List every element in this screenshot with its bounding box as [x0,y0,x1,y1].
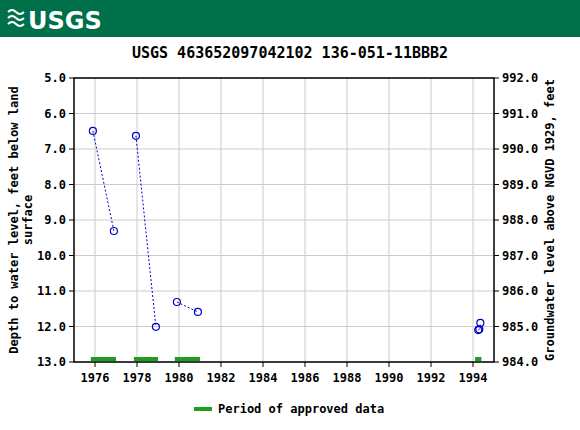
approved-period [134,357,158,361]
y-tick-label: 13.0 [37,355,66,369]
y-axis-label-line: Depth to water level, feet below land [7,86,21,353]
y2-tick-label: 985.0 [502,320,538,334]
approved-period [475,357,481,361]
logo-wave [8,22,24,26]
plot-frame [74,78,494,362]
data-line [93,131,114,231]
logo-wave [8,16,24,20]
x-tick-label: 1976 [81,371,110,385]
logo-text: USGS [28,7,102,35]
y-tick-label: 7.0 [44,142,66,156]
y-tick-label: 5.0 [44,71,66,85]
y-tick-label: 6.0 [44,107,66,121]
y-grid-line [74,326,494,327]
x-tick-label: 1986 [291,371,320,385]
data-point [477,319,484,326]
data-point [110,228,117,235]
x-tick-label: 1988 [333,371,362,385]
approved-period [91,357,116,361]
logo-waves [8,10,24,26]
x-tick-label: 1994 [459,371,488,385]
y2-tick-label: 989.0 [502,178,538,192]
y-axis-label: Depth to water level, feet below landsur… [7,86,35,353]
data-point [173,299,180,306]
y-grid-line [74,291,494,292]
y-grid-line [74,220,494,221]
y-tick-label: 9.0 [44,213,66,227]
y2-tick-label: 988.0 [502,213,538,227]
data-line [136,136,156,327]
x-tick-label: 1980 [165,371,194,385]
legend-label: Period of approved data [218,402,384,416]
data-group [89,127,483,361]
y2-tick-label: 986.0 [502,284,538,298]
y2-tick-label: 990.0 [502,142,538,156]
x-tick-label: 1990 [375,371,404,385]
chart: USGS USGS 463652097042102 136-051-11BBB2 1… [0,0,580,430]
y-grid-line [74,184,494,185]
y2-tick-label: 992.0 [502,71,538,85]
x-tick-label: 1984 [249,371,278,385]
x-tick-label: 1978 [123,371,152,385]
data-point [132,132,139,139]
data-point [194,308,201,315]
title: USGS 463652097042102 136-051-11BBB2 [132,44,448,62]
y2-tick-label: 984.0 [502,355,538,369]
y2-tick-label: 991.0 [502,107,538,121]
y-tick-label: 8.0 [44,178,66,192]
x-tick-label: 1982 [207,371,236,385]
y-tick-label: 11.0 [37,284,66,298]
approved-period [175,357,200,361]
header-bar [0,0,580,37]
data-point [89,127,96,134]
grid [74,78,494,362]
y2-tick-label: 987.0 [502,249,538,263]
data-point [152,323,159,330]
legend-swatch [194,407,212,411]
y-grid-line [74,113,494,114]
y-grid-line [74,255,494,256]
y-tick-label: 10.0 [37,249,66,263]
y-axis-label-line: surface [21,195,35,246]
logo-wave [8,10,24,14]
x-tick-label: 1992 [417,371,446,385]
y2-axis-label: Groundwater level above NGVD 1929, feet [543,79,557,361]
y-tick-label: 12.0 [37,320,66,334]
